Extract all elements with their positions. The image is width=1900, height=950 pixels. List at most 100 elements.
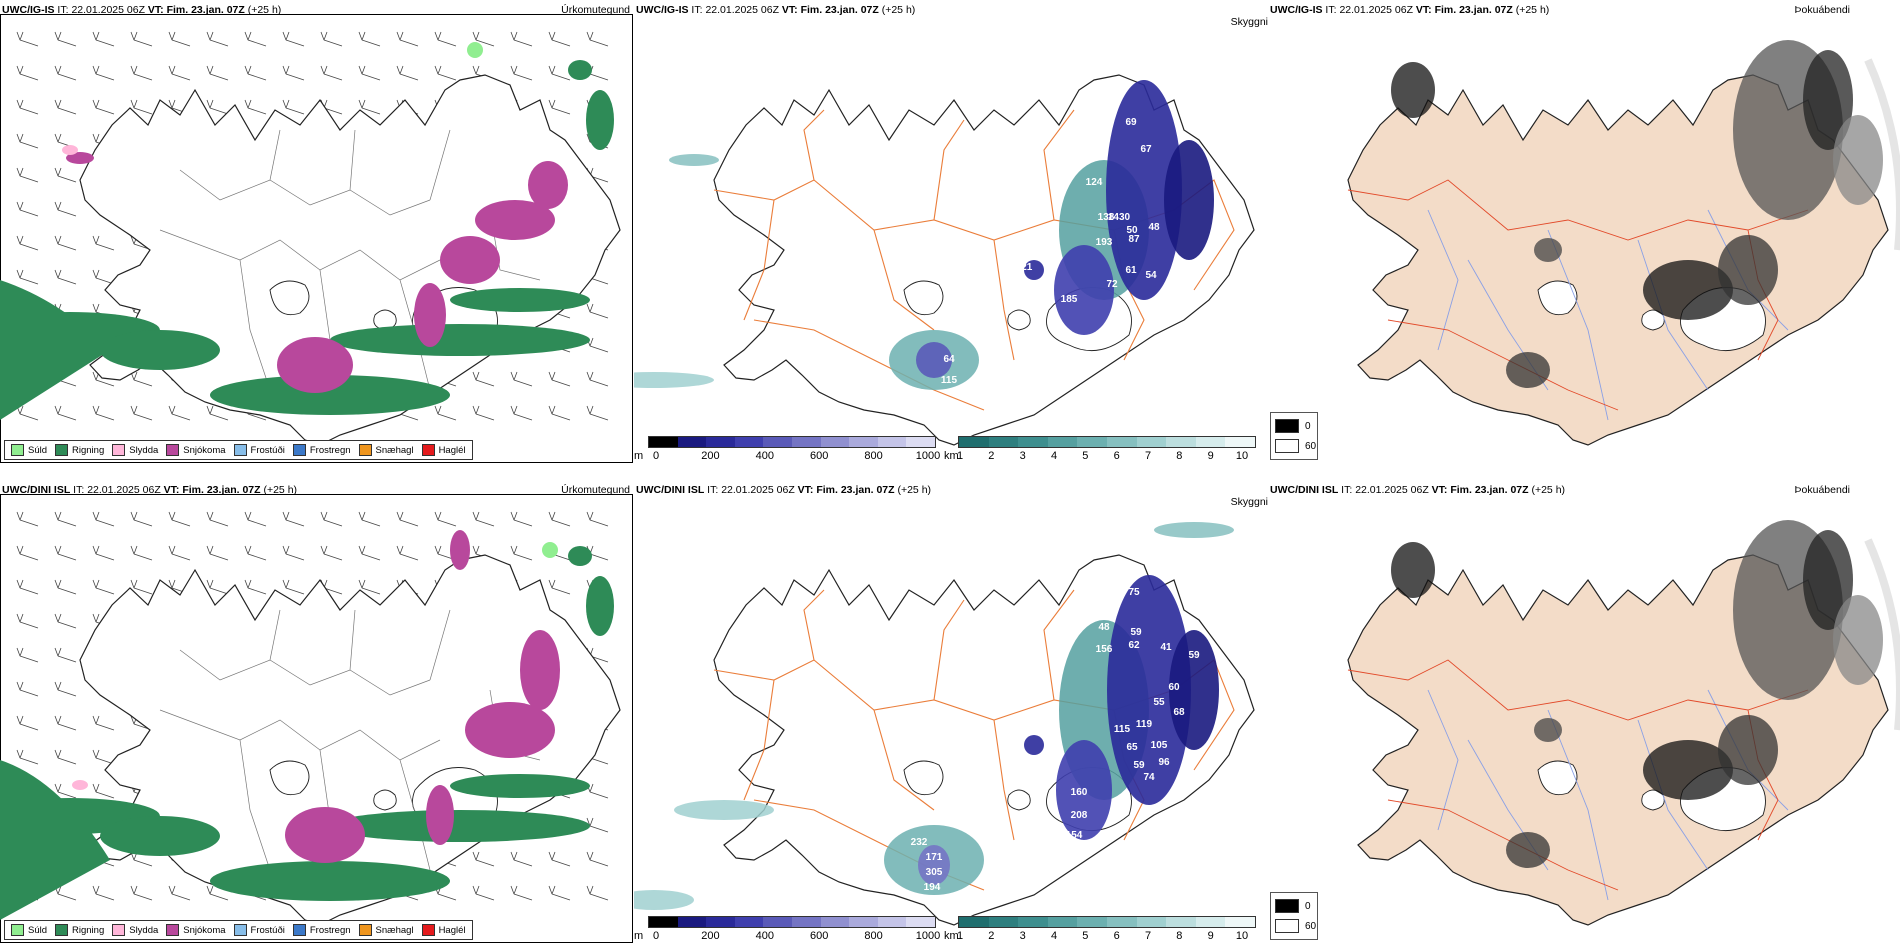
colorbar-step bbox=[649, 437, 678, 447]
glacier-outline bbox=[373, 789, 397, 811]
colorbar-step bbox=[1225, 917, 1255, 927]
wind-barb bbox=[548, 65, 571, 81]
wind-barb bbox=[244, 65, 267, 81]
wind-barb bbox=[92, 31, 115, 47]
region-border bbox=[179, 649, 431, 696]
wind-barb bbox=[358, 579, 381, 595]
snow-cell bbox=[528, 161, 568, 209]
panel-header: UWC/IG-IS IT: 22.01.2025 06Z VT: Fim. 23… bbox=[1270, 4, 1550, 16]
colorbar-unit: m bbox=[634, 450, 644, 462]
region-border bbox=[269, 609, 281, 661]
colorbar-tick: 1000 bbox=[915, 930, 941, 942]
wind-barb bbox=[16, 269, 39, 285]
wind-barb bbox=[16, 545, 39, 561]
wind-barb bbox=[244, 579, 267, 595]
fog-legend-label: 0 bbox=[1305, 420, 1311, 432]
wind-barb bbox=[282, 99, 305, 115]
legend-label: Snjókoma bbox=[183, 924, 226, 936]
wind-barb bbox=[16, 579, 39, 595]
river-network bbox=[1427, 209, 1789, 421]
cloud-base-label: 160 bbox=[1071, 787, 1088, 798]
legend-item: Frostregn bbox=[292, 444, 351, 456]
colorbar-step bbox=[1166, 437, 1196, 447]
colorbar-unit: m bbox=[634, 930, 644, 942]
map-frame bbox=[0, 14, 633, 463]
glacier-outline bbox=[269, 280, 310, 316]
legend-item: Snjókoma bbox=[166, 924, 226, 936]
cloud-base-label: 48 bbox=[1098, 622, 1110, 633]
cloud-base-label: 67 bbox=[1140, 144, 1152, 155]
visibility-colorbar: km 1 2 3 4 5 6 7 8 9 10 bbox=[944, 434, 1264, 466]
road bbox=[1043, 109, 1075, 221]
rain-cell bbox=[568, 546, 592, 566]
rain-cell bbox=[586, 90, 614, 150]
wind-barb bbox=[548, 885, 571, 901]
wind-barb bbox=[130, 65, 153, 81]
colorbar-step bbox=[1106, 437, 1137, 447]
wind-barb bbox=[206, 31, 229, 47]
wind-barb bbox=[92, 99, 115, 115]
colorbar-unit: km bbox=[944, 930, 959, 942]
cloud-base-label: 1430 bbox=[1108, 212, 1131, 223]
colorbar-tick: 400 bbox=[755, 930, 774, 942]
colorbar-step bbox=[906, 917, 935, 927]
legend-label: Snjókoma bbox=[183, 444, 226, 456]
wind-barb bbox=[130, 511, 153, 527]
wind-barb bbox=[548, 579, 571, 595]
rain-cell bbox=[330, 810, 590, 842]
wind-barb bbox=[54, 201, 77, 217]
legend-item: Frostúði bbox=[233, 924, 285, 936]
wind-barb bbox=[548, 371, 571, 387]
road bbox=[873, 229, 935, 331]
fog-cell bbox=[1833, 595, 1883, 685]
cloud-base-label: 99 bbox=[796, 362, 808, 373]
cloud-base-label: 115 bbox=[1114, 724, 1131, 735]
fog-cell bbox=[1718, 715, 1778, 785]
panel-title: Úrkomutegund bbox=[561, 4, 630, 16]
wind-barb bbox=[358, 511, 381, 527]
panel-header: UWC/DINI ISL IT: 22.01.2025 06Z VT: Fim.… bbox=[636, 484, 932, 496]
colorbar-step bbox=[1077, 437, 1107, 447]
cloud-base-cell bbox=[1107, 575, 1191, 805]
rain-cell bbox=[100, 330, 220, 370]
wind-barb bbox=[472, 885, 495, 901]
wind-barb bbox=[92, 65, 115, 81]
colorbar-ramp bbox=[958, 916, 1256, 928]
colorbar-step bbox=[877, 437, 907, 447]
wind-barb bbox=[396, 65, 419, 81]
rain-area bbox=[0, 546, 614, 920]
cloud-base-label: 185 bbox=[1061, 294, 1078, 305]
wind-barb bbox=[168, 885, 191, 901]
road bbox=[1347, 659, 1809, 721]
colorbar-step bbox=[820, 437, 850, 447]
wind-barb bbox=[16, 167, 39, 183]
region-border bbox=[429, 609, 451, 681]
colorbar-ramp bbox=[648, 916, 936, 928]
colorbar-tick: 800 bbox=[864, 450, 883, 462]
wind-barb bbox=[206, 405, 229, 421]
colorbar-step bbox=[763, 437, 792, 447]
map-frame bbox=[0, 494, 633, 943]
cloud-base-label: 74 bbox=[1143, 772, 1155, 783]
colorbar-step bbox=[649, 917, 678, 927]
region-border bbox=[179, 169, 431, 216]
road bbox=[993, 239, 1015, 361]
fog-legend-item: 60 bbox=[1275, 919, 1316, 933]
wind-barb bbox=[92, 579, 115, 595]
legend-item: Slydda bbox=[112, 444, 158, 456]
wind-barb bbox=[54, 579, 77, 595]
cloud-base-label: 62 bbox=[1128, 640, 1140, 651]
colorbar-step bbox=[906, 437, 935, 447]
wind-barb bbox=[510, 851, 533, 867]
colorbar-step bbox=[1195, 437, 1226, 447]
legend-swatch bbox=[233, 924, 247, 936]
cloud-base-label: 68 bbox=[1173, 707, 1185, 718]
wind-barb bbox=[396, 511, 419, 527]
legend-item: Rigning bbox=[55, 444, 104, 456]
cloud-base-cell bbox=[918, 845, 950, 885]
fog-cell bbox=[1643, 740, 1733, 800]
road bbox=[753, 319, 985, 411]
panel-title: Úrkomutegund bbox=[561, 484, 630, 496]
visibility-cell bbox=[1154, 522, 1234, 538]
fog-legend-item: 60 bbox=[1275, 439, 1316, 453]
